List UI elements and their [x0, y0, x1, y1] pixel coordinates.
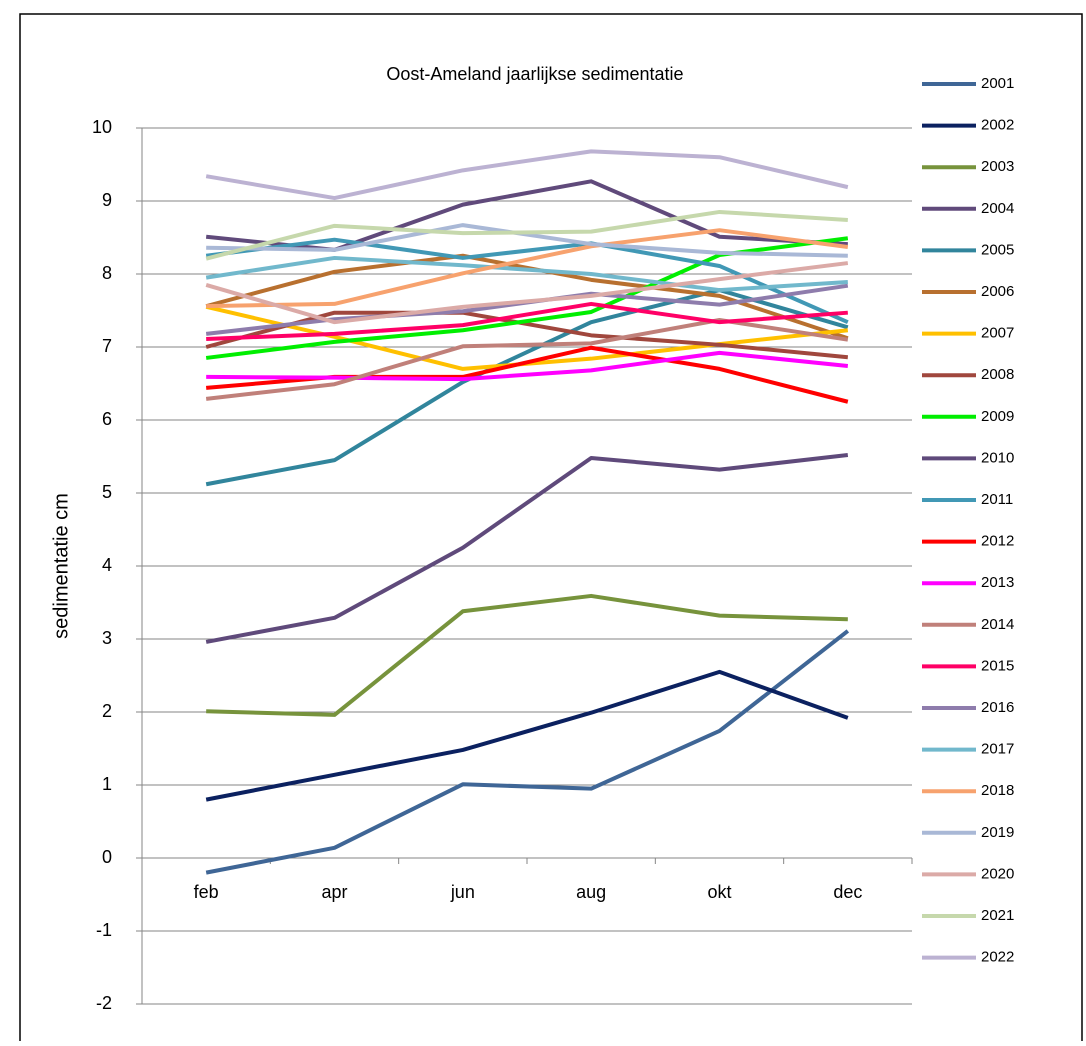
chart-title: Oost-Ameland jaarlijkse sedimentatie	[386, 64, 683, 84]
data-line	[205, 453, 849, 644]
y-tick-label: 10	[92, 117, 112, 137]
y-tick-label: 5	[102, 482, 112, 502]
y-tick-label: 9	[102, 190, 112, 210]
x-tick-label: aug	[576, 882, 606, 902]
y-tick-label: 2	[102, 701, 112, 721]
x-tick-label: dec	[833, 882, 862, 902]
legend-label: 2011	[981, 491, 1013, 508]
legend-label: 2019	[981, 824, 1014, 841]
data-line	[205, 209, 848, 261]
y-tick-label: 1	[102, 774, 112, 794]
legend-label: 2010	[981, 449, 1014, 466]
data-line	[205, 669, 849, 802]
data-line	[205, 255, 848, 293]
x-tick-label: apr	[321, 882, 347, 902]
legend-label: 2012	[981, 533, 1014, 550]
x-tick-label: feb	[194, 882, 219, 902]
y-tick-label: 0	[102, 847, 112, 867]
data-line	[205, 317, 849, 401]
data-line	[206, 350, 849, 382]
x-tick-label: jun	[450, 882, 475, 902]
legend-label: 2001	[981, 75, 1014, 92]
y-tick-label: 6	[102, 409, 112, 429]
y-tick-label: 7	[102, 336, 112, 356]
data-line	[206, 301, 848, 341]
data-line	[205, 149, 849, 201]
legend-label: 2004	[981, 200, 1014, 217]
legend-label: 2021	[981, 907, 1014, 924]
data-line	[205, 310, 849, 360]
legend-label: 2002	[981, 117, 1014, 134]
y-tick-label: 8	[102, 263, 112, 283]
legend-label: 2005	[981, 241, 1014, 258]
data-line	[205, 288, 849, 487]
data-line	[206, 223, 848, 258]
legend-label: 2009	[981, 408, 1014, 425]
legend-label: 2020	[981, 865, 1014, 882]
y-axis-label: sedimentatie cm	[50, 493, 72, 639]
y-tick-label: -2	[96, 993, 112, 1013]
data-line	[206, 593, 848, 717]
legend-label: 2022	[981, 949, 1014, 966]
y-tick-label: 3	[102, 628, 112, 648]
legend-label: 2016	[981, 699, 1014, 716]
legend-label: 2017	[981, 741, 1014, 758]
data-line	[206, 228, 849, 309]
x-tick-label: okt	[707, 882, 731, 902]
legend-label: 2014	[981, 616, 1014, 633]
y-tick-label: 4	[102, 555, 112, 575]
legend-label: 2015	[981, 657, 1014, 674]
data-line	[205, 261, 849, 325]
chart-frame	[19, 13, 1083, 1046]
legend-label: 2006	[981, 283, 1014, 300]
data-line	[205, 629, 850, 875]
legend-label: 2008	[981, 366, 1014, 383]
legend-label: 2013	[981, 574, 1014, 591]
legend-label: 2018	[981, 782, 1014, 799]
y-tick-label: -1	[96, 920, 112, 940]
legend-label: 2003	[981, 158, 1014, 175]
legend-label: 2007	[981, 325, 1014, 342]
